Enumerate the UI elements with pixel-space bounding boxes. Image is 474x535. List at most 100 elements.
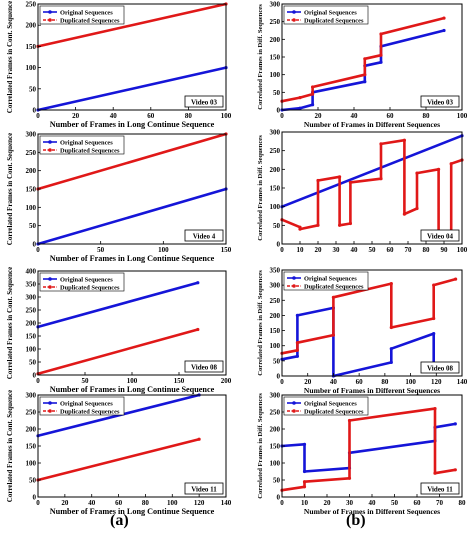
y-tick-label: 150 bbox=[26, 43, 37, 51]
x-tick-label: 20 bbox=[61, 499, 69, 507]
y-tick-label: 0 bbox=[277, 107, 281, 115]
data-point bbox=[363, 57, 367, 61]
y-tick-label: 150 bbox=[270, 185, 281, 193]
y-tick-label: 250 bbox=[26, 149, 37, 157]
y-tick-label: 350 bbox=[270, 267, 281, 275]
data-point bbox=[331, 295, 335, 299]
data-point bbox=[432, 283, 436, 287]
data-point bbox=[389, 347, 393, 351]
plot-frame bbox=[37, 3, 227, 111]
y-tick-label: 300 bbox=[270, 129, 281, 137]
y-tick-label: 250 bbox=[26, 1, 37, 9]
x-tick-label: 80 bbox=[423, 112, 431, 120]
video-label: Video 4 bbox=[193, 233, 216, 241]
x-tick-label: 50 bbox=[391, 499, 399, 507]
data-point bbox=[432, 316, 436, 321]
chart-panel-5: 0 20 40 60 80 100 120 140 0 50 100 150 200 250 300 350 N… bbox=[257, 267, 468, 396]
legend-label: Duplicated Sequences bbox=[304, 283, 364, 290]
legend-label: Original Sequences bbox=[60, 276, 113, 283]
video-label-box bbox=[184, 229, 224, 242]
legend-box bbox=[39, 5, 125, 25]
y-tick-label: 400 bbox=[26, 268, 37, 276]
legend-label: Original Sequences bbox=[304, 275, 357, 282]
x-tick-label: 40 bbox=[88, 499, 96, 507]
y-tick-label: 250 bbox=[270, 409, 281, 417]
y-axis-label: Correlated Frames in Diff. Sequences bbox=[257, 393, 264, 499]
x-tick-label: 200 bbox=[221, 377, 232, 385]
y-tick-label: 50 bbox=[273, 477, 281, 485]
chart-panel-7: 0 10 20 30 40 50 60 70 80 0 50 100 150 200 250 300 Numbe… bbox=[257, 392, 466, 517]
legend-label: Duplicated Sequences bbox=[60, 408, 120, 415]
y-tick-label: 0 bbox=[33, 372, 37, 380]
x-axis-label: Number of Frames in Long Continue Sequen… bbox=[50, 254, 215, 263]
y-tick-label: 300 bbox=[270, 1, 281, 9]
data-point bbox=[197, 437, 201, 441]
y-tick-label: 0 bbox=[33, 241, 37, 249]
y-tick-label: 0 bbox=[33, 107, 37, 115]
data-point bbox=[298, 106, 302, 110]
series-line-duplicated bbox=[281, 277, 456, 355]
x-axis-label: Number of Frames in Long Continue Sequen… bbox=[50, 385, 215, 394]
y-tick-label: 200 bbox=[270, 312, 281, 320]
x-tick-label: 120 bbox=[431, 378, 442, 386]
legend-label: Duplicated Sequences bbox=[304, 17, 364, 24]
y-tick-label: 350 bbox=[26, 281, 37, 289]
legend-marker bbox=[48, 277, 52, 281]
legend-box bbox=[39, 396, 125, 416]
x-tick-label: 50 bbox=[369, 246, 377, 254]
data-point bbox=[311, 92, 315, 96]
y-tick-label: 0 bbox=[277, 241, 281, 249]
y-tick-label: 0 bbox=[277, 494, 281, 502]
x-tick-label: 0 bbox=[280, 246, 284, 254]
data-point bbox=[363, 80, 367, 84]
y-tick-label: 0 bbox=[33, 494, 37, 502]
x-tick-label: 80 bbox=[142, 499, 150, 507]
series-line-original bbox=[37, 281, 199, 329]
data-point bbox=[302, 485, 307, 489]
video-label: Video 03 bbox=[191, 99, 217, 107]
x-tick-label: 20 bbox=[315, 112, 323, 120]
data-point bbox=[302, 469, 307, 474]
legend-marker bbox=[48, 401, 52, 405]
y-tick-label: 150 bbox=[270, 54, 281, 62]
y-axis-label: Correlated Frames in Cont. Sequence bbox=[6, 390, 14, 502]
y-tick-label: 150 bbox=[26, 333, 37, 341]
y-tick-label: 150 bbox=[26, 186, 37, 194]
y-axis-label: Correlated Frames in Diff. Sequences bbox=[257, 4, 264, 110]
x-tick-label: 30 bbox=[346, 499, 354, 507]
data-point bbox=[442, 16, 446, 20]
y-tick-label: 100 bbox=[26, 64, 37, 72]
data-point bbox=[348, 180, 352, 184]
chart-panel-3: 0 10 20 30 40 50 60 70 80 90 100 0 50 100 150 200 250 300… bbox=[257, 129, 468, 255]
data-point bbox=[302, 442, 307, 446]
x-tick-label: 40 bbox=[369, 499, 377, 507]
x-tick-label: 0 bbox=[280, 499, 284, 507]
y-tick-label: 200 bbox=[26, 426, 37, 434]
y-axis-label: Correlated Frames in Cont. Sequence bbox=[6, 133, 14, 245]
series-line-original bbox=[281, 29, 445, 112]
x-tick-label: 70 bbox=[436, 499, 444, 507]
series-line-duplicated bbox=[37, 328, 199, 375]
y-tick-label: 300 bbox=[26, 131, 37, 139]
y-tick-label: 100 bbox=[26, 460, 37, 468]
video-label-box bbox=[420, 95, 460, 108]
x-tick-label: 60 bbox=[414, 499, 422, 507]
x-tick-label: 80 bbox=[459, 499, 467, 507]
data-point bbox=[316, 223, 320, 227]
data-point bbox=[415, 206, 419, 211]
data-point bbox=[302, 480, 307, 484]
data-point bbox=[389, 325, 393, 330]
y-axis-label: Correlated Frames in Diff. Sequences bbox=[257, 270, 264, 376]
data-point bbox=[196, 281, 200, 285]
series-line-duplicated bbox=[37, 132, 227, 191]
y-tick-label: 50 bbox=[29, 477, 37, 485]
legend-marker bbox=[48, 140, 52, 144]
y-tick-label: 200 bbox=[270, 166, 281, 174]
chart-panel-1: 0 20 40 60 80 100 0 50 100 150 200 250 300 Number of … bbox=[257, 1, 468, 130]
x-tick-label: 40 bbox=[330, 378, 338, 386]
x-tick-label: 100 bbox=[457, 246, 468, 254]
series-line-duplicated bbox=[37, 437, 200, 482]
legend-box bbox=[283, 5, 369, 25]
y-tick-label: 200 bbox=[270, 36, 281, 44]
